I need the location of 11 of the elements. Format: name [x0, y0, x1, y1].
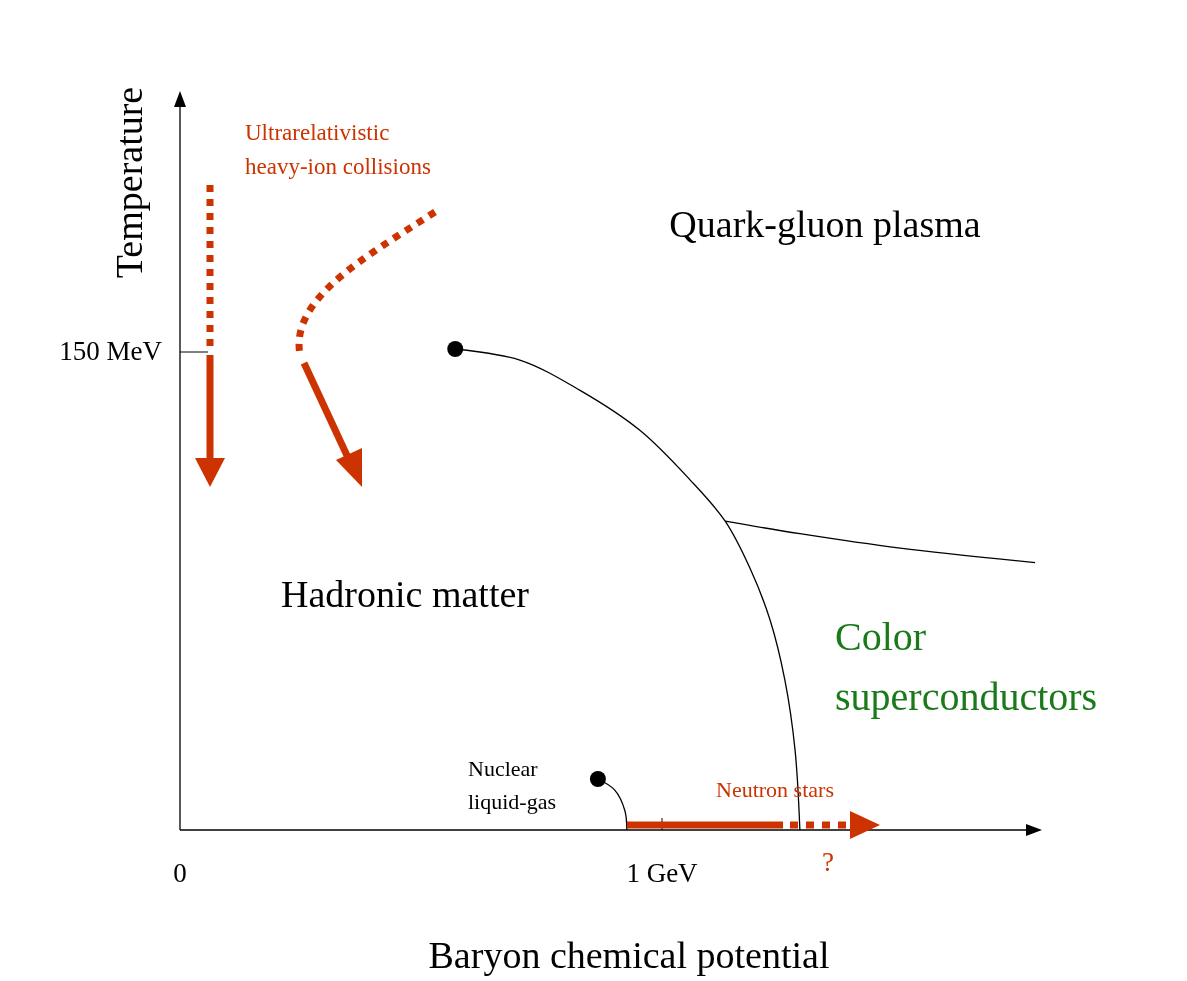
x-tick-label: 1 GeV [626, 858, 699, 888]
annotation: Hadronic matter [281, 572, 530, 615]
text: 150 MeV [59, 336, 163, 367]
annotation: Color superconductors [835, 614, 1098, 720]
y-axis-title: Temperature [108, 86, 150, 279]
x-axis-title: Baryon chemical potential [428, 934, 830, 976]
text: ? [822, 847, 834, 878]
text: Quark-gluon plasma [669, 202, 981, 245]
annotation: Nuclear liquid-gas [468, 755, 556, 814]
text: Ultrarelativistic heavy-ion collisions [245, 120, 431, 180]
x-tick-label: 0 [173, 858, 187, 888]
